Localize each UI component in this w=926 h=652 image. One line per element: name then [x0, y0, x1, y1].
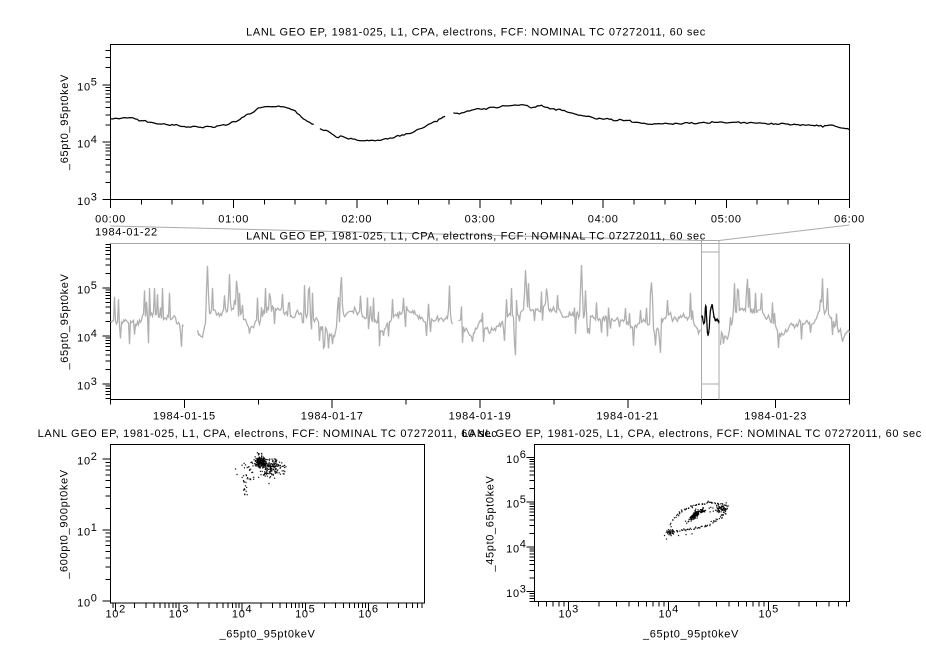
svg-text:1984-01-21: 1984-01-21: [596, 411, 659, 423]
svg-text:_65pt0_95pt0keV: _65pt0_95pt0keV: [59, 74, 71, 171]
svg-text:_45pt0_65pt0keV: _45pt0_65pt0keV: [485, 475, 497, 572]
svg-text:LANL GEO EP, 1981-025, L1, CPA: LANL GEO EP, 1981-025, L1, CPA, electron…: [246, 27, 706, 39]
svg-text:05:00: 05:00: [711, 214, 742, 226]
svg-text:_65pt0_95pt0keV: _65pt0_95pt0keV: [642, 629, 739, 641]
svg-text:LANL GEO EP, 1981-025, L1, CPA: LANL GEO EP, 1981-025, L1, CPA, electron…: [38, 428, 498, 440]
svg-text:04:00: 04:00: [588, 214, 619, 226]
svg-text:_65pt0_95pt0keV: _65pt0_95pt0keV: [219, 629, 316, 641]
svg-text:LANL GEO EP, 1981-025, L1, CPA: LANL GEO EP, 1981-025, L1, CPA, electron…: [462, 428, 922, 440]
svg-text:1984-01-17: 1984-01-17: [301, 411, 364, 423]
svg-text:1984-01-19: 1984-01-19: [449, 411, 512, 423]
svg-text:00:00: 00:00: [95, 214, 126, 226]
svg-text:01:00: 01:00: [218, 214, 249, 226]
svg-text:1984-01-15: 1984-01-15: [153, 411, 216, 423]
svg-text:06:00: 06:00: [834, 214, 865, 226]
svg-text:1984-01-23: 1984-01-23: [744, 411, 807, 423]
svg-text:_600pt0_900pt0keV: _600pt0_900pt0keV: [59, 469, 71, 580]
svg-text:02:00: 02:00: [341, 214, 372, 226]
svg-text:03:00: 03:00: [465, 214, 496, 226]
svg-text:LANL GEO EP, 1981-025, L1, CPA: LANL GEO EP, 1981-025, L1, CPA, electron…: [246, 230, 706, 242]
svg-text:1984-01-22: 1984-01-22: [95, 226, 158, 238]
svg-text:_65pt0_95pt0keV: _65pt0_95pt0keV: [59, 273, 71, 370]
